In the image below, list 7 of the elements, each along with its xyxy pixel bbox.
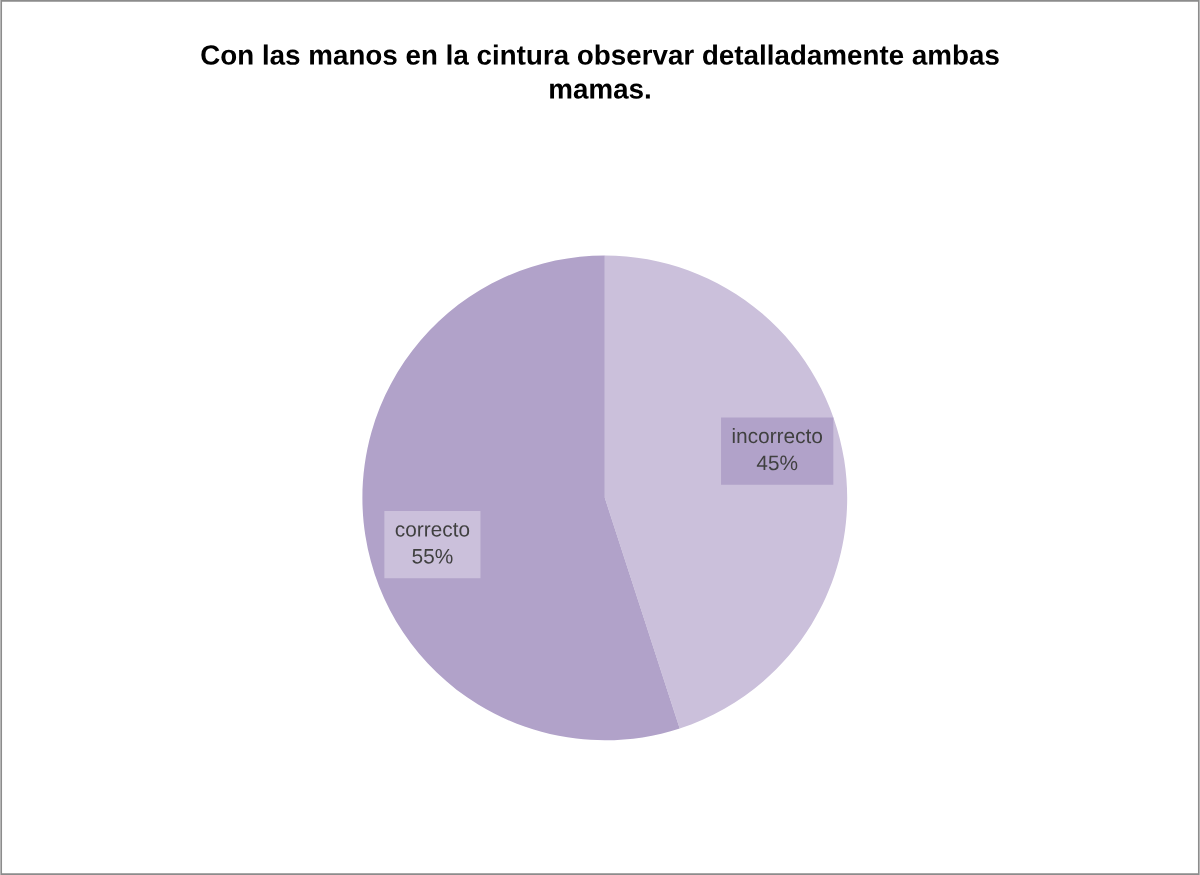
slice-label: incorrecto	[732, 427, 823, 444]
data-label: 55%	[412, 548, 453, 564]
chart-title: Con las manos en la cintura observar detalladamente ambas mamas.	[201, 44, 999, 99]
data-label: 45%	[756, 455, 798, 471]
pie-slice	[362, 255, 680, 741]
slice-label: correcto	[395, 523, 470, 537]
pie-slice	[604, 255, 848, 729]
